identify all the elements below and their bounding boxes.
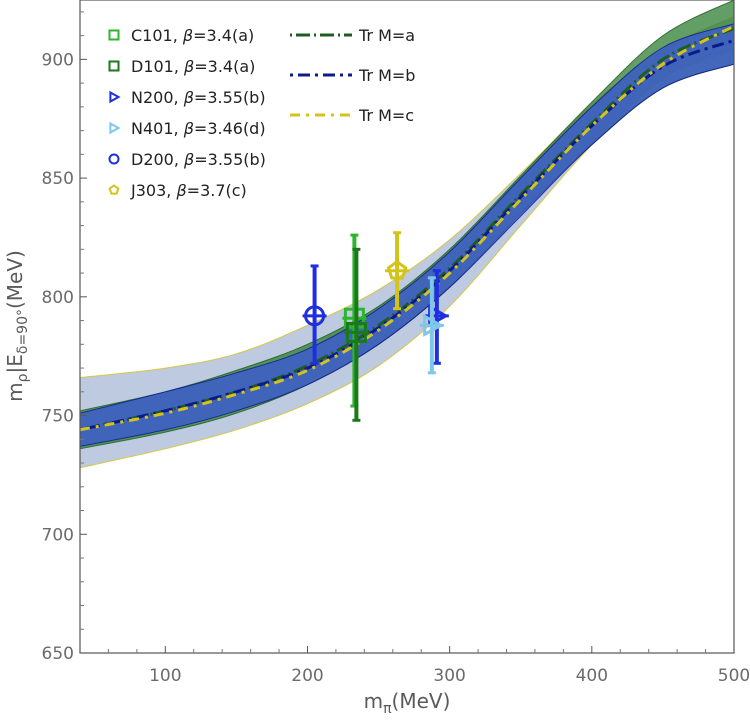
point-n401 [419, 276, 444, 375]
legend-label: Tr M=a [358, 26, 415, 45]
plot-frame [79, 0, 735, 654]
legend-item-n401: N401, β=3.46(d) [109, 119, 266, 138]
legend-label: Tr M=c [358, 106, 414, 125]
marker-d101 [345, 321, 367, 343]
legend-marker-n200 [109, 90, 121, 104]
point-j303 [385, 231, 410, 311]
legend-item-d101: D101, β=3.4(a) [108, 57, 255, 76]
axes: 100 200 300 400 500 650 700 750 800 850 900 [42, 11, 750, 686]
marker-d200 [304, 305, 326, 327]
legend-marker-j303 [108, 184, 120, 195]
data-points [302, 231, 449, 422]
y-tick-label: 850 [42, 169, 74, 189]
legend-item-j303: J303, β=3.7(c) [108, 181, 247, 200]
x-tick-label: 300 [433, 666, 465, 686]
legend-marker-d200 [108, 153, 120, 165]
legend-label: Tr M=b [358, 66, 415, 85]
legend-label: C101, β=3.4(a) [131, 26, 254, 45]
x-tick-label: 100 [149, 666, 181, 686]
legend-label: J303, β=3.7(c) [130, 181, 247, 200]
legend-item-n200: N200, β=3.55(b) [109, 88, 266, 107]
point-d200 [302, 264, 327, 365]
legend-label: N401, β=3.46(d) [131, 119, 266, 138]
y-tick-label: 900 [42, 50, 74, 70]
y-tick-label: 750 [42, 407, 74, 427]
x-axis-title: mπ(MeV) [364, 689, 451, 717]
legend-marker-d101 [108, 60, 120, 72]
legend-label: N200, β=3.55(b) [131, 88, 266, 107]
legend-marker-c101 [108, 29, 120, 41]
legend-item-c101: C101, β=3.4(a) [108, 26, 254, 45]
curve-tr-m-c [80, 24, 734, 432]
marker-n401 [423, 313, 444, 337]
legend-item-curve-3: Tr M=c [290, 106, 414, 125]
y-tick-label: 700 [42, 525, 74, 545]
legend-marker-n401 [109, 121, 121, 135]
x-tick-label: 500 [718, 666, 750, 686]
x-tick-label: 200 [291, 666, 323, 686]
legend-item-curve-2: Tr M=b [290, 66, 415, 85]
curves [80, 24, 734, 432]
legend-item-d200: D200, β=3.55(b) [108, 150, 266, 169]
point-n200 [424, 269, 449, 365]
legend-label: D101, β=3.4(a) [131, 57, 255, 76]
marker-n200 [428, 304, 449, 328]
legend-label: D200, β=3.55(b) [131, 150, 266, 169]
x-tick-label: 400 [576, 666, 608, 686]
legend: C101, β=3.4(a) D101, β=3.4(a) N200, β=3.55… [108, 26, 415, 200]
y-axis-title: mρ|Eδ=90°(MeV) [3, 250, 31, 402]
marker-j303 [386, 259, 408, 280]
y-tick-label: 800 [42, 288, 74, 308]
y-tick-label: 650 [42, 644, 74, 664]
point-d101 [344, 247, 369, 422]
legend-item-curve-1: Tr M=a [290, 26, 415, 45]
